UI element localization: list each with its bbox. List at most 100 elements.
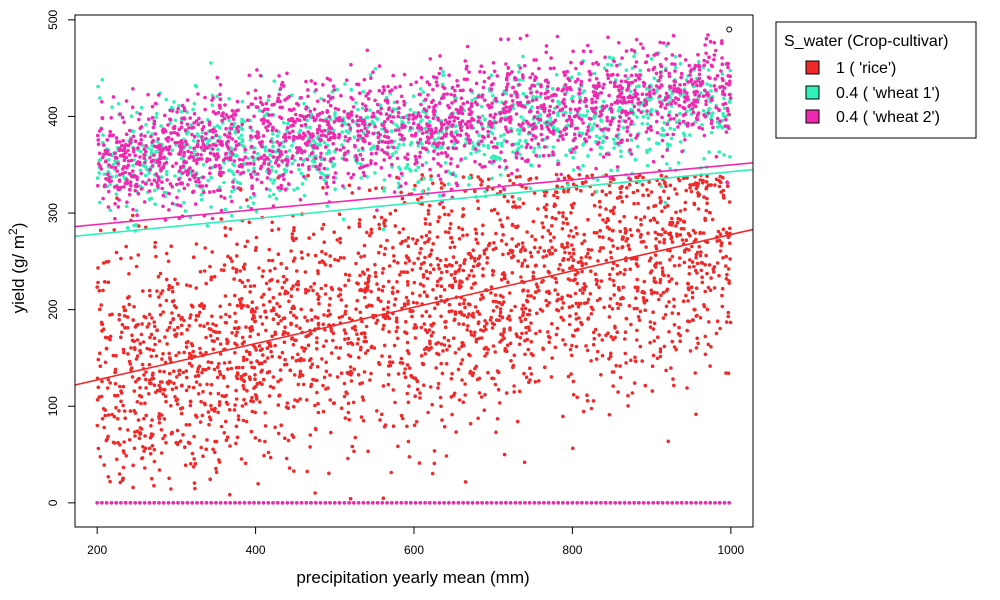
data-point-wheat-2 [144, 182, 148, 186]
data-point-rice [573, 291, 578, 296]
data-point-rice [102, 425, 106, 430]
data-point-rice [169, 487, 173, 491]
data-point-rice [620, 245, 625, 249]
data-point-rice [691, 228, 696, 233]
data-point-rice [483, 354, 487, 358]
data-point-rice [703, 352, 708, 357]
data-point-rice [164, 399, 168, 404]
data-point-rice [413, 336, 418, 340]
data-point-rice [505, 216, 510, 220]
data-point-wheat-1 [331, 164, 335, 169]
data-point-rice [693, 308, 697, 312]
data-point-wheat-1 [392, 100, 397, 105]
data-point-wheat-1 [480, 104, 484, 109]
data-point-wheat-1 [615, 168, 620, 173]
data-point-rice [96, 446, 101, 451]
data-point-rice [256, 332, 261, 337]
data-point-wheat-1 [154, 150, 158, 154]
data-point-rice [533, 380, 538, 384]
data-point-rice [678, 233, 683, 237]
data-point-rice [598, 213, 602, 217]
data-point-rice [233, 311, 237, 316]
data-point-rice [518, 249, 523, 254]
data-point-rice [496, 300, 501, 305]
data-point-rice [284, 456, 289, 461]
data-point-rice [589, 269, 593, 274]
data-point-rice [316, 401, 320, 406]
data-point-wheat-2 [349, 176, 354, 180]
data-point-wheat-1 [177, 103, 181, 108]
data-point-rice [523, 248, 527, 252]
data-point-wheat-2 [342, 153, 347, 157]
data-point-wheat-1 [365, 115, 370, 120]
data-point-rice [418, 251, 422, 255]
data-point-rice [394, 329, 399, 334]
data-point-rice [309, 331, 313, 336]
data-point-wheat-1 [580, 91, 585, 95]
data-point-wheat-2 [279, 186, 284, 191]
data-point-rice [695, 261, 700, 266]
data-point-wheat-2 [117, 198, 121, 202]
data-point-rice [498, 307, 503, 311]
data-point-wheat-1 [246, 156, 250, 161]
data-point-wheat-2 [230, 137, 235, 141]
data-point-wheat-2 [605, 72, 610, 77]
data-point-wheat-2 [246, 118, 250, 122]
data-point-rice [378, 418, 382, 422]
data-point-rice [431, 288, 435, 292]
data-point-wheat-1 [602, 134, 606, 138]
data-point-rice [241, 303, 246, 308]
data-point-rice [283, 325, 287, 330]
data-point-rice [439, 342, 444, 346]
data-point-rice [377, 226, 382, 231]
data-point-wheat-1 [516, 146, 521, 150]
data-point-wheat-1 [556, 159, 560, 163]
data-point-wheat-2 [693, 80, 697, 84]
data-point-wheat-1 [134, 208, 139, 213]
data-point-wheat-2 [99, 167, 104, 171]
data-point-rice [543, 193, 547, 198]
data-point-rice [421, 275, 426, 279]
data-point-rice [520, 331, 524, 336]
data-point-wheat-1 [436, 136, 441, 140]
data-point-wheat-2 [503, 158, 507, 163]
data-point-wheat-2 [674, 113, 679, 118]
data-point-rice [640, 359, 644, 363]
data-point-rice [157, 295, 161, 299]
data-point-rice [694, 255, 698, 260]
data-point-rice [644, 298, 649, 303]
data-point-wheat-1 [441, 69, 445, 74]
data-point-wheat-2 [662, 41, 666, 45]
data-point-rice [201, 306, 206, 311]
data-point-wheat-1 [131, 163, 135, 168]
data-point-wheat-1 [269, 177, 273, 182]
data-point-wheat-2 [426, 115, 430, 120]
data-point-rice [117, 472, 122, 476]
data-point-rice [575, 327, 580, 332]
data-point-wheat-2 [371, 111, 376, 116]
data-point-rice [457, 283, 462, 288]
data-point-wheat-1 [645, 122, 650, 126]
data-point-rice [364, 305, 369, 309]
data-point-wheat-2 [236, 108, 240, 112]
data-point-rice [257, 361, 262, 366]
data-point-wheat-1 [519, 115, 523, 119]
data-point-rice [245, 357, 249, 362]
data-point-wheat-1 [143, 173, 148, 178]
data-point-rice [253, 436, 258, 440]
data-point-rice [415, 301, 419, 305]
data-point-rice [365, 267, 370, 272]
data-point-rice [432, 449, 437, 453]
data-point-rice [233, 351, 237, 355]
data-point-rice [247, 220, 252, 225]
data-point-wheat-1 [715, 125, 720, 129]
data-point-wheat-2 [419, 75, 424, 80]
data-point-rice [193, 461, 198, 466]
data-point-rice [443, 325, 448, 330]
data-point-rice [293, 338, 297, 343]
data-point-rice [532, 245, 537, 250]
data-point-rice [295, 287, 300, 292]
data-point-wheat-2 [262, 158, 267, 162]
data-point-rice [235, 376, 240, 381]
data-point-wheat-1 [702, 157, 706, 161]
